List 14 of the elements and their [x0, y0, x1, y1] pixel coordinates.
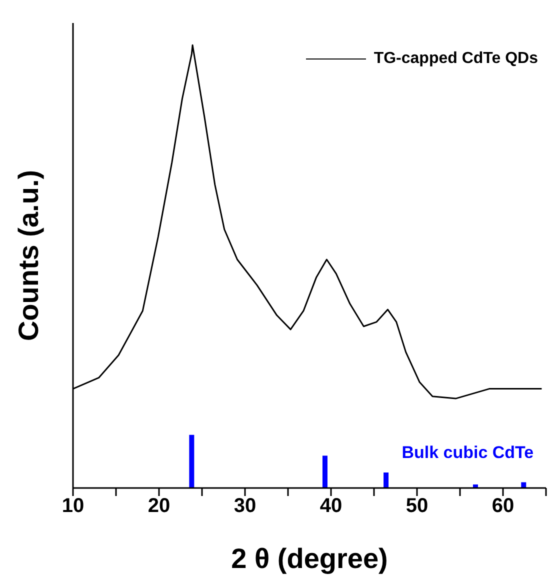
- bar: [189, 434, 194, 488]
- bar: [521, 482, 526, 488]
- x-axis-title: 2 θ (degree): [231, 543, 388, 574]
- x-tick-label: 50: [406, 495, 428, 518]
- legend-label: TG-capped CdTe QDs: [374, 50, 538, 68]
- x-tick-label: 20: [148, 495, 170, 518]
- bar: [322, 456, 328, 488]
- bar: [384, 472, 389, 488]
- x-tick-label: 30: [234, 495, 256, 518]
- series-label: Bulk cubic CdTe: [402, 442, 534, 463]
- y-axis-title: Counts (a.u.): [12, 170, 44, 342]
- x-tick-label: 40: [320, 495, 342, 518]
- x-tick-label: 10: [62, 495, 84, 518]
- x-tick-label: 60: [492, 495, 514, 518]
